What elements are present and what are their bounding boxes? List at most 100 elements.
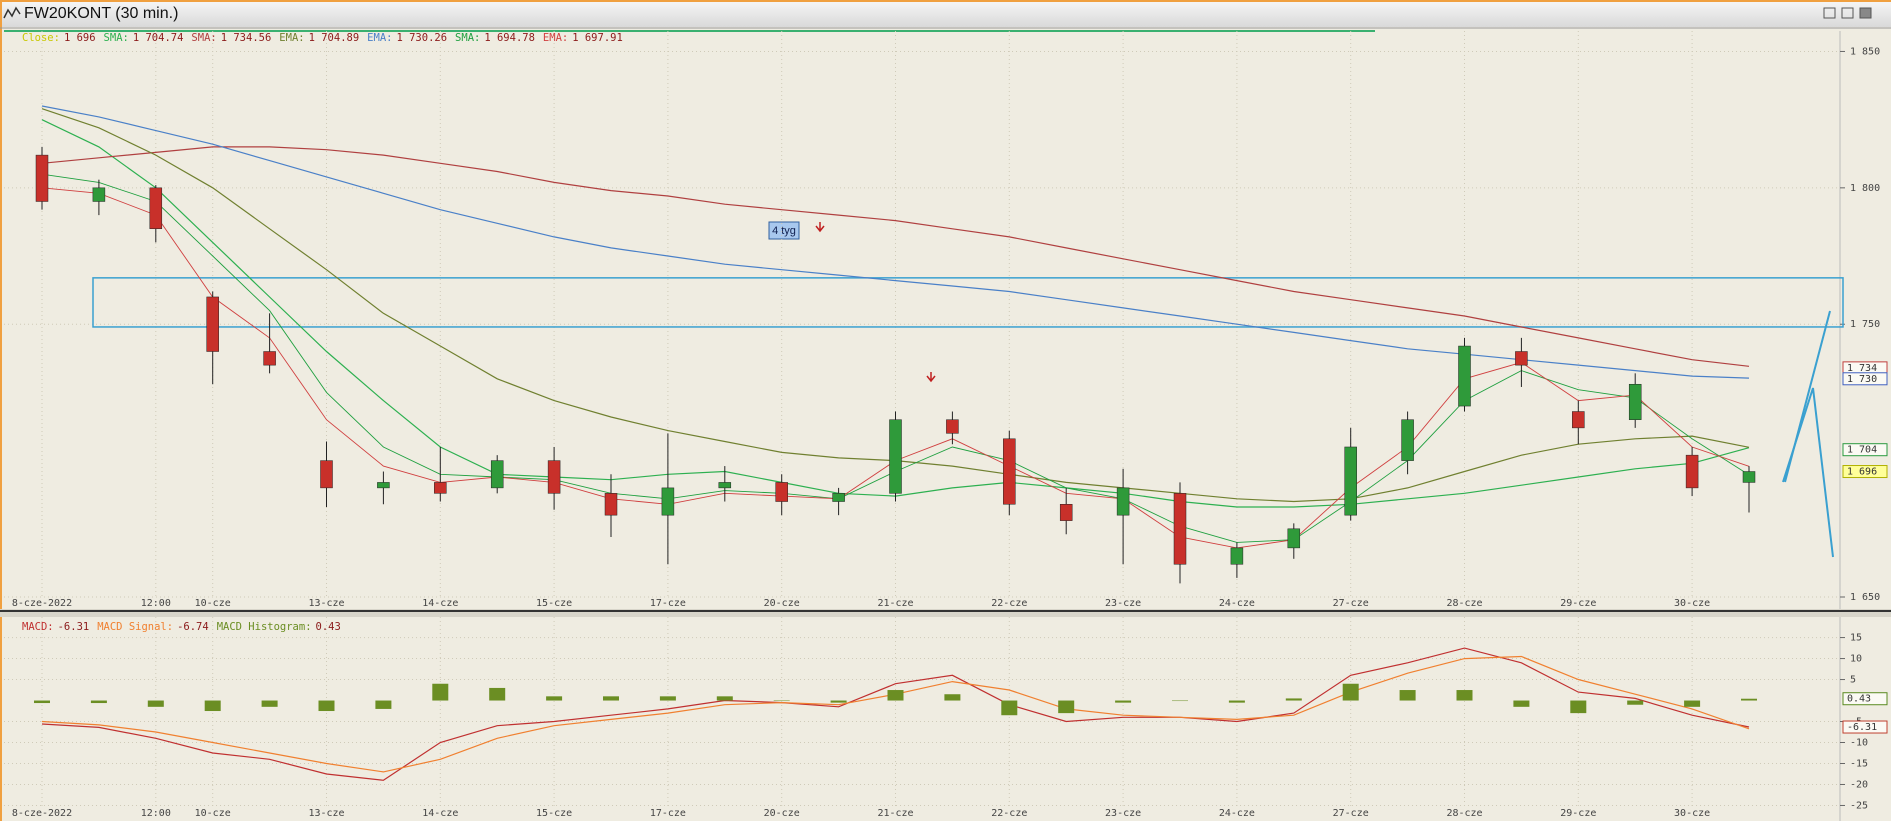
legend-name: MACD Signal: (97, 621, 174, 633)
x-tick-label: 21-cze (877, 598, 913, 609)
x-tick-label: 21-cze (877, 808, 913, 819)
candle-body (718, 482, 732, 489)
histogram-bar (261, 700, 278, 707)
x-tick-label: 30-cze (1674, 598, 1710, 609)
histogram-bar (773, 700, 790, 702)
legend-value: 1 694.78 (484, 32, 535, 44)
histogram-bar (1399, 690, 1416, 701)
histogram-bar (1058, 700, 1075, 714)
legend-name: MACD Histogram: (216, 621, 312, 633)
window-buttons[interactable] (1823, 7, 1872, 19)
x-tick-label: 23-cze (1105, 598, 1141, 609)
y-tick-label: -15 (1850, 758, 1868, 769)
x-tick-label: 15-cze (536, 808, 572, 819)
legend-name: SMA: (191, 32, 217, 44)
signal-arrow (815, 222, 825, 233)
macd-legend: MACD: -6.31 MACD Signal: -6.74 MACD Histogra… (22, 621, 349, 633)
window-border (0, 0, 1891, 2)
candle-body (35, 154, 49, 202)
candle-body (775, 482, 788, 502)
candle-body (1230, 547, 1244, 565)
candle-body (1344, 446, 1357, 516)
x-tick-label: 8-cze-2022 (12, 598, 72, 609)
legend-name: SMA: (103, 32, 129, 44)
x-tick-label: 22-cze (991, 598, 1027, 609)
histogram-bar (603, 696, 619, 701)
histogram-bar (1684, 700, 1701, 707)
legend-name: Close: (22, 32, 60, 44)
x-tick-label: 13-cze (308, 598, 344, 609)
x-tick-label: 20-cze (764, 808, 800, 819)
x-tick-label: 15-cze (536, 598, 572, 609)
candle-body (547, 460, 561, 494)
x-tick-label: 29-cze (1560, 598, 1596, 609)
candle-body (946, 419, 959, 434)
candle-body (320, 460, 333, 489)
histogram-bar (1627, 700, 1644, 705)
legend-value: 1 697.91 (572, 32, 623, 44)
candle-body (206, 296, 219, 352)
value-tag-label: 1 704 (1847, 445, 1877, 456)
candle-body (92, 187, 106, 202)
value-tag (1842, 465, 1888, 479)
close-button[interactable] (1859, 7, 1872, 19)
annotation-frame (768, 221, 800, 240)
x-tick-label: 22-cze (991, 808, 1027, 819)
title-bar (0, 0, 1891, 27)
candle-body (1458, 345, 1471, 407)
legend-value: 1 704.89 (308, 32, 360, 44)
legend-value: 1 696 (63, 32, 96, 44)
y-tick-label: 10 (1850, 654, 1862, 665)
minimize-button[interactable] (1823, 7, 1836, 19)
value-tag (1842, 692, 1888, 706)
candle-body (263, 351, 276, 366)
histogram-bar (1513, 700, 1530, 707)
x-tick-label: 20-cze (764, 598, 800, 609)
histogram-bar (318, 700, 335, 712)
histogram-bar (716, 696, 733, 701)
x-tick-label: 28-cze (1446, 598, 1482, 609)
candle-body (490, 460, 504, 489)
candle-body (889, 419, 902, 494)
restore-button[interactable] (1841, 7, 1854, 19)
x-tick-label: 17-cze (650, 598, 686, 609)
legend-value: 1 704.74 (132, 32, 184, 44)
candle-body (1572, 411, 1585, 429)
x-tick-label: 12:00 (141, 598, 171, 609)
histogram-bar (1342, 683, 1359, 701)
histogram-bar (1456, 690, 1473, 701)
y-tick-label: 15 (1850, 633, 1862, 644)
macd-line (41, 647, 1750, 781)
legend-value: -6.74 (177, 621, 209, 633)
candle-body (1401, 419, 1414, 461)
histogram-bar (90, 700, 107, 704)
candle-body (377, 482, 390, 489)
x-tick-label: 14-cze (422, 598, 458, 609)
histogram-bar (489, 687, 506, 701)
value-tag (1842, 720, 1888, 734)
x-tick-label: 14-cze (422, 808, 458, 819)
legend-value: -6.31 (57, 621, 90, 633)
x-tick-label: 24-cze (1219, 808, 1255, 819)
x-tick-label: 28-cze (1446, 808, 1482, 819)
window-icon (3, 6, 21, 19)
candle-body (1742, 471, 1756, 483)
y-tick-label: 1 750 (1850, 319, 1880, 330)
candle-body (1515, 351, 1528, 366)
histogram-bar (375, 700, 392, 709)
histogram-bar (1570, 700, 1587, 714)
y-tick-label: 1 800 (1850, 183, 1880, 194)
x-tick-label: 27-cze (1333, 598, 1369, 609)
x-tick-label: 23-cze (1105, 808, 1141, 819)
candle-body (1173, 493, 1187, 565)
candle-body (434, 482, 447, 494)
x-tick-label: 17-cze (650, 808, 686, 819)
histogram-bar (1741, 698, 1757, 701)
candle-body (604, 493, 618, 516)
legend-name: EMA: (542, 32, 569, 44)
x-tick-label: 10-cze (195, 598, 231, 609)
histogram-bar (204, 700, 221, 712)
legend-value: 0.43 (315, 621, 341, 633)
signal-arrow (926, 372, 936, 383)
candle-body (1003, 438, 1016, 505)
